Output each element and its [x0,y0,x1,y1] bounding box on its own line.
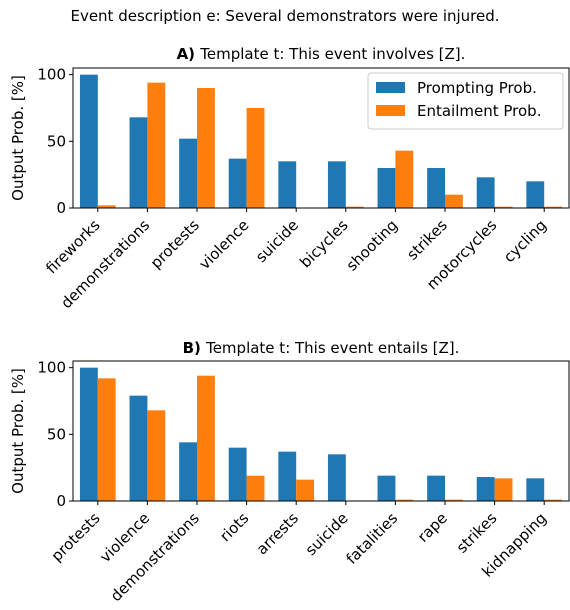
prompting-bar-fatalities [377,475,396,501]
x-tick-label: cycling [500,216,550,266]
prompting-bar-riots [228,447,247,501]
y-tick-label: 100 [37,359,66,377]
figure-suptitle: Event description e: Several demonstrato… [70,7,500,25]
y-axis-label: Output Prob. [%] [9,368,27,494]
panel-title: A) Template t: This event involves [Z]. [177,45,466,63]
x-tick-label: fatalities [343,509,402,568]
entailment-bar-violence [147,410,166,501]
entailment-bar-violence [246,108,265,208]
x-tick-label: strikes [403,216,451,264]
x-tick-label: strikes [453,509,501,557]
prompting-bar-strikes [427,168,445,208]
x-tick-label: arrests [253,509,302,558]
y-tick-label: 0 [56,492,66,510]
entailment-bar-demonstrations [147,82,166,208]
entailment-bar-demonstrations [197,375,215,501]
prompting-bar-arrests [278,451,297,501]
legend-label: Prompting Prob. [417,79,537,97]
y-tick-label: 50 [47,425,66,443]
entailment-bar-fireworks [97,205,116,208]
entailment-bar-shooting [395,150,414,208]
axes-frame [72,67,570,209]
prompting-bar-suicide [278,161,297,208]
x-tick-label: suicide [252,216,302,266]
prompting-bar-rape [427,475,445,501]
axes-frame [72,360,570,502]
x-tick-label: demonstrations [107,509,203,605]
prompting-bar-protests [79,367,98,501]
prompting-bar-bicycles [327,161,346,208]
x-tick-label: violence [195,216,252,273]
legend-box [367,72,564,130]
entailment-bar-kidnapping [544,499,563,501]
prompting-bar-shooting [377,168,396,208]
entailment-bar-strikes [494,478,513,501]
entailment-bar-bicycles [345,206,364,208]
entailment-bar-cycling [544,206,563,208]
prompting-bar-suicide [327,454,346,501]
y-tick-label: 100 [37,66,66,84]
prompting-bar-strikes [476,477,495,501]
y-tick-label: 0 [56,199,66,217]
x-tick-label: rape [414,509,451,546]
x-tick-label: suicide [302,509,352,559]
prompting-bar-fireworks [79,74,98,209]
legend-swatch [376,82,405,93]
legend-swatch [376,105,405,116]
prompting-bar-violence [228,158,247,208]
x-tick-label: shooting [343,216,402,275]
entailment-bar-protests [97,378,116,501]
x-tick-label: riots [216,509,252,545]
entailment-bar-strikes [445,194,463,208]
prompting-bar-motorcycles [476,177,495,208]
y-tick-label: 50 [47,132,66,150]
prompting-bar-demonstrations [129,117,148,208]
prompting-bar-demonstrations [179,442,197,501]
entailment-bar-riots [246,475,265,501]
prompting-bar-kidnapping [526,478,545,501]
entailment-bar-protests [197,88,215,208]
prompting-bar-violence [129,395,148,501]
entailment-bar-rape [445,499,463,501]
entailment-bar-fatalities [395,499,414,501]
prompting-bar-cycling [526,181,545,208]
prompting-bar-protests [179,138,197,208]
x-tick-label: protests [48,509,104,565]
x-tick-label: demonstrations [57,216,153,312]
y-axis-label: Output Prob. [%] [9,75,27,201]
entailment-bar-motorcycles [494,206,513,208]
x-tick-label: protests [147,216,203,272]
legend-label: Entailment Prob. [417,102,541,120]
entailment-bar-arrests [296,479,315,501]
panel-title: B) Template t: This event entails [Z]. [183,339,460,357]
